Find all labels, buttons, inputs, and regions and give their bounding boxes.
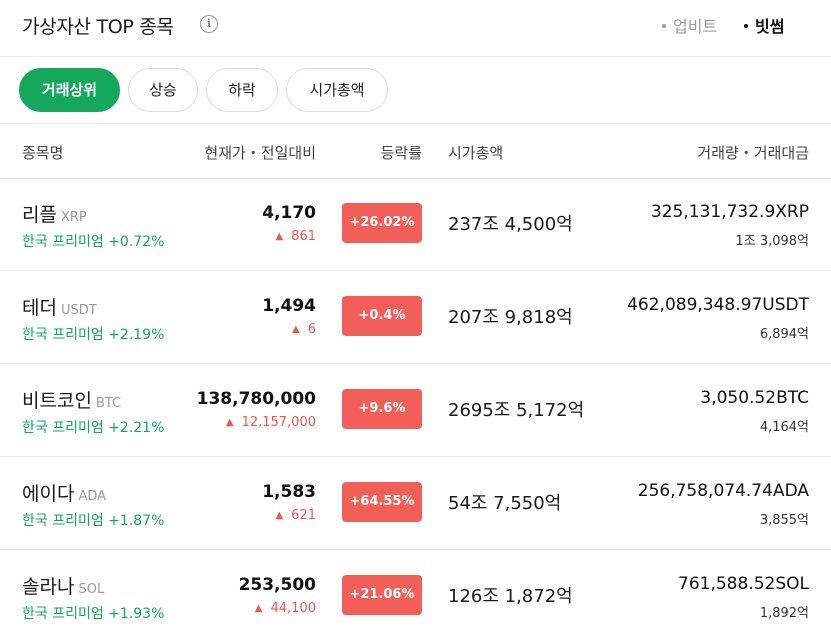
column-volume: 거래량・거래대금 bbox=[697, 144, 809, 162]
table-row[interactable]: 비트코인 BTC 한국 프리미엄 +2.21% 138,780,000 ▲ 12,1… bbox=[0, 364, 831, 457]
up-triangle-icon: ▲ bbox=[275, 231, 284, 242]
tab-rise[interactable]: 상승 bbox=[128, 68, 198, 112]
table-row[interactable]: 테더 USDT 한국 프리미엄 +2.19% 1,494 ▲ 6 +0.4% 207… bbox=[0, 271, 831, 364]
column-price: 현재가・전일대비 bbox=[204, 144, 316, 162]
current-price: 253,500 bbox=[238, 575, 316, 595]
market-cap: 237조 4,500억 bbox=[448, 214, 573, 235]
coin-name: 비트코인 BTC bbox=[22, 390, 122, 412]
up-triangle-icon: ▲ bbox=[275, 510, 284, 521]
trade-volume: 761,588.52SOL bbox=[678, 574, 809, 594]
column-name: 종목명 bbox=[22, 144, 64, 162]
change-rate-badge: +26.02% bbox=[342, 203, 422, 243]
table-header: 종목명 현재가・전일대비 등락률 시가총액 거래량・거래대금 bbox=[0, 124, 831, 179]
exchange-label: 업비트 bbox=[673, 17, 718, 36]
info-icon[interactable]: i bbox=[200, 15, 218, 33]
table-row[interactable]: 리플 XRP 한국 프리미엄 +0.72% 4,170 ▲ 861 +26.02% … bbox=[0, 178, 831, 271]
exchange-label: 빗썸 bbox=[755, 17, 785, 36]
coin-name: 테더 USDT bbox=[22, 297, 97, 319]
filter-tabs: 거래상위 상승 하락 시가총액 bbox=[0, 57, 831, 124]
current-price: 4,170 bbox=[262, 203, 316, 223]
change-rate-badge: +9.6% bbox=[342, 389, 422, 429]
page-title: 가상자산 TOP 종목 bbox=[22, 16, 174, 38]
tab-market-cap[interactable]: 시가총액 bbox=[286, 68, 388, 112]
column-rate: 등락률 bbox=[380, 144, 422, 162]
table-row[interactable]: 에이다 ADA 한국 프리미엄 +1.87% 1,583 ▲ 621 +64.55%… bbox=[0, 457, 831, 550]
change-rate-badge: +21.06% bbox=[342, 575, 422, 615]
bullet-icon bbox=[662, 23, 666, 28]
current-price: 1,583 bbox=[262, 482, 316, 502]
tab-fall[interactable]: 하락 bbox=[206, 68, 278, 112]
coin-symbol: XRP bbox=[60, 210, 87, 225]
trade-volume: 325,131,732.9XRP bbox=[650, 202, 809, 222]
up-triangle-icon: ▲ bbox=[254, 603, 263, 614]
korea-premium: 한국 프리미엄 +2.19% bbox=[22, 327, 165, 343]
price-change: ▲ 44,100 bbox=[254, 601, 316, 616]
price-change: ▲ 861 bbox=[275, 229, 316, 244]
trade-amount: 1조 3,098억 bbox=[735, 234, 809, 249]
korea-premium: 한국 프리미엄 +1.87% bbox=[22, 513, 165, 529]
coin-name: 리플 XRP bbox=[22, 204, 87, 226]
header: 가상자산 TOP 종목 i 업비트 빗썸 bbox=[0, 0, 831, 57]
tab-top-volume[interactable]: 거래상위 bbox=[19, 68, 120, 112]
exchange-bithumb[interactable]: 빗썸 bbox=[744, 13, 784, 37]
exchange-upbit[interactable]: 업비트 bbox=[662, 13, 717, 37]
korea-premium: 한국 프리미엄 +2.21% bbox=[22, 420, 165, 436]
coin-symbol: SOL bbox=[78, 582, 105, 597]
korea-premium: 한국 프리미엄 +0.72% bbox=[22, 234, 165, 250]
current-price: 1,494 bbox=[262, 296, 316, 316]
coin-symbol: BTC bbox=[95, 396, 122, 411]
change-rate-badge: +0.4% bbox=[342, 296, 422, 336]
trade-volume: 3,050.52BTC bbox=[700, 388, 809, 408]
trade-amount: 3,855억 bbox=[759, 513, 809, 528]
market-cap: 2695조 5,172억 bbox=[448, 400, 585, 421]
coin-symbol: USDT bbox=[60, 303, 97, 318]
trade-amount: 4,164억 bbox=[759, 420, 809, 435]
up-triangle-icon: ▲ bbox=[292, 324, 300, 335]
bullet-icon bbox=[744, 23, 748, 28]
market-cap: 207조 9,818억 bbox=[448, 307, 573, 328]
price-change: ▲ 621 bbox=[275, 508, 316, 523]
price-change: ▲ 12,157,000 bbox=[225, 415, 316, 430]
trade-amount: 1,892억 bbox=[759, 606, 809, 621]
market-cap: 126조 1,872억 bbox=[448, 586, 573, 607]
trade-volume: 256,758,074.74ADA bbox=[637, 481, 809, 501]
column-cap: 시가총액 bbox=[448, 144, 504, 162]
coin-symbol: ADA bbox=[78, 489, 107, 504]
market-cap: 54조 7,550억 bbox=[448, 493, 562, 514]
coin-name: 에이다 ADA bbox=[22, 483, 107, 505]
coin-name: 솔라나 SOL bbox=[22, 576, 105, 598]
up-triangle-icon: ▲ bbox=[225, 417, 234, 428]
trade-amount: 6,894억 bbox=[759, 327, 809, 342]
change-rate-badge: +64.55% bbox=[342, 482, 422, 522]
trade-volume: 462,089,348.97USDT bbox=[627, 295, 809, 315]
current-price: 138,780,000 bbox=[196, 389, 316, 409]
price-change: ▲ 6 bbox=[292, 322, 316, 337]
table-row[interactable]: 솔라나 SOL 한국 프리미엄 +1.93% 253,500 ▲ 44,100 +2… bbox=[0, 550, 831, 633]
korea-premium: 한국 프리미엄 +1.93% bbox=[22, 606, 165, 622]
